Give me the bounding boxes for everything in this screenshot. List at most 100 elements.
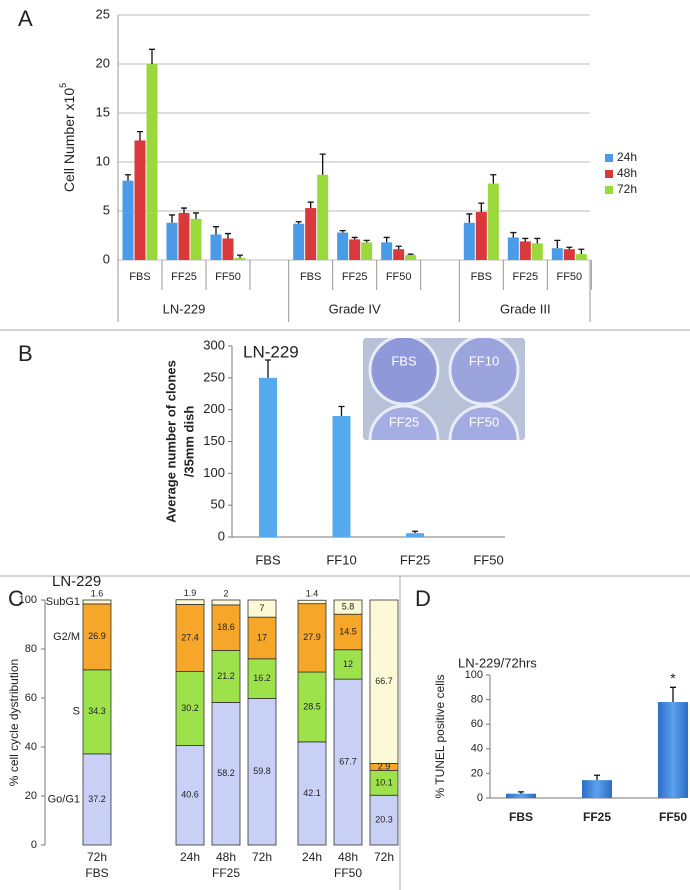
bar — [349, 239, 361, 260]
legend-swatch — [605, 170, 613, 178]
group-label: FBS — [85, 866, 108, 880]
data-label: 30.2 — [181, 703, 199, 713]
error-bar — [237, 254, 243, 259]
x-tick-label: FF50 — [473, 552, 503, 567]
bar — [305, 208, 317, 260]
bar-segment — [333, 599, 363, 615]
bar-segment — [211, 604, 241, 651]
dish — [368, 404, 440, 440]
error-bar — [307, 201, 314, 209]
y-tick-label: 200 — [203, 401, 225, 416]
data-label: 14.5 — [339, 626, 357, 636]
legend-label: G2/M — [53, 631, 80, 643]
bar — [234, 258, 246, 260]
bar — [259, 377, 277, 537]
error-bar — [225, 232, 231, 239]
y-tick-label: 100 — [203, 465, 225, 480]
bar — [222, 238, 234, 260]
legend-label: 48h — [617, 166, 637, 180]
error-bar — [213, 226, 219, 235]
y-tick-label: 15 — [96, 104, 110, 119]
data-label: 42.1 — [303, 788, 321, 798]
data-label: 10.1 — [375, 777, 393, 787]
bar — [519, 241, 531, 260]
error-bar — [478, 202, 485, 212]
y-tick-label: 40 — [25, 741, 37, 753]
bar — [575, 254, 587, 260]
data-label: 27.4 — [181, 632, 199, 642]
panel-label: B — [18, 341, 33, 366]
x-tick-label: 24h — [180, 850, 200, 864]
x-tick-label: 48h — [216, 850, 236, 864]
error-bar — [395, 245, 402, 250]
bar — [146, 64, 158, 260]
bar-segment — [211, 702, 241, 846]
error-bar — [363, 239, 370, 243]
bar-segment — [82, 599, 112, 605]
error-bar — [169, 214, 175, 223]
y-tick-label: 0 — [218, 528, 225, 543]
data-label: 2.9 — [378, 761, 391, 771]
y-tick-label: 40 — [471, 743, 483, 755]
data-label: 34.3 — [88, 706, 106, 716]
error-bar — [566, 246, 573, 250]
y-tick-label: 250 — [203, 369, 225, 384]
bar-segment — [297, 603, 327, 673]
bar-segment — [369, 599, 399, 764]
bar-segment — [211, 599, 241, 606]
data-label: 37.2 — [88, 794, 106, 804]
data-label: 18.6 — [217, 622, 235, 632]
bar — [658, 702, 688, 798]
x-tick-label: FF10 — [326, 552, 356, 567]
bar — [317, 174, 329, 260]
data-label: 21.2 — [217, 671, 235, 681]
y-axis-label-text: Cell Number x10 — [61, 88, 77, 192]
x-tick-label: FF25 — [171, 271, 197, 283]
x-tick-label: FBS — [129, 271, 150, 283]
bar — [506, 793, 536, 798]
bar — [134, 140, 146, 260]
chart-title: LN-229 — [52, 573, 101, 590]
legend-label: SubG1 — [46, 596, 80, 608]
bar — [190, 218, 202, 260]
error-bar — [181, 207, 187, 213]
error-bar — [594, 774, 600, 781]
inset-label: FF10 — [469, 353, 499, 368]
bar-segment — [82, 669, 112, 755]
data-label: 1.9 — [184, 588, 197, 598]
y-axis-label-exponent: 5 — [58, 83, 68, 88]
data-label: 2 — [223, 588, 228, 598]
chart-title: LN-229 — [243, 342, 299, 361]
error-bar — [193, 212, 199, 219]
y-tick-label: 20 — [25, 790, 37, 802]
bar-segment — [211, 650, 241, 703]
bar — [487, 183, 499, 260]
panel-label: C — [8, 586, 24, 611]
bar-segment — [82, 753, 112, 846]
data-label: 12 — [343, 659, 353, 669]
y-tick-label: 50 — [211, 497, 225, 512]
y-tick-label: 100 — [19, 594, 37, 606]
error-bar — [490, 174, 497, 184]
error-bar — [295, 221, 302, 224]
bar-segment — [297, 599, 327, 605]
error-bar — [383, 236, 390, 243]
inset-label: FF50 — [469, 414, 499, 429]
group-label: FF25 — [212, 866, 240, 880]
bar-segment — [247, 599, 277, 618]
y-axis-label: % cell cycle dystribution — [7, 659, 21, 786]
x-tick-label: FF25 — [512, 271, 538, 283]
data-label: 1.4 — [306, 589, 319, 599]
bar-segment — [247, 698, 277, 846]
error-bar — [125, 174, 131, 181]
error-bar — [670, 686, 676, 703]
dish — [448, 338, 520, 406]
data-label: 40.6 — [181, 790, 199, 800]
panel-label: D — [415, 586, 431, 611]
data-label: 7 — [259, 603, 264, 613]
bar-segment — [333, 613, 363, 651]
data-label: 66.7 — [375, 676, 393, 686]
error-bar — [578, 248, 585, 255]
bar — [332, 416, 351, 537]
